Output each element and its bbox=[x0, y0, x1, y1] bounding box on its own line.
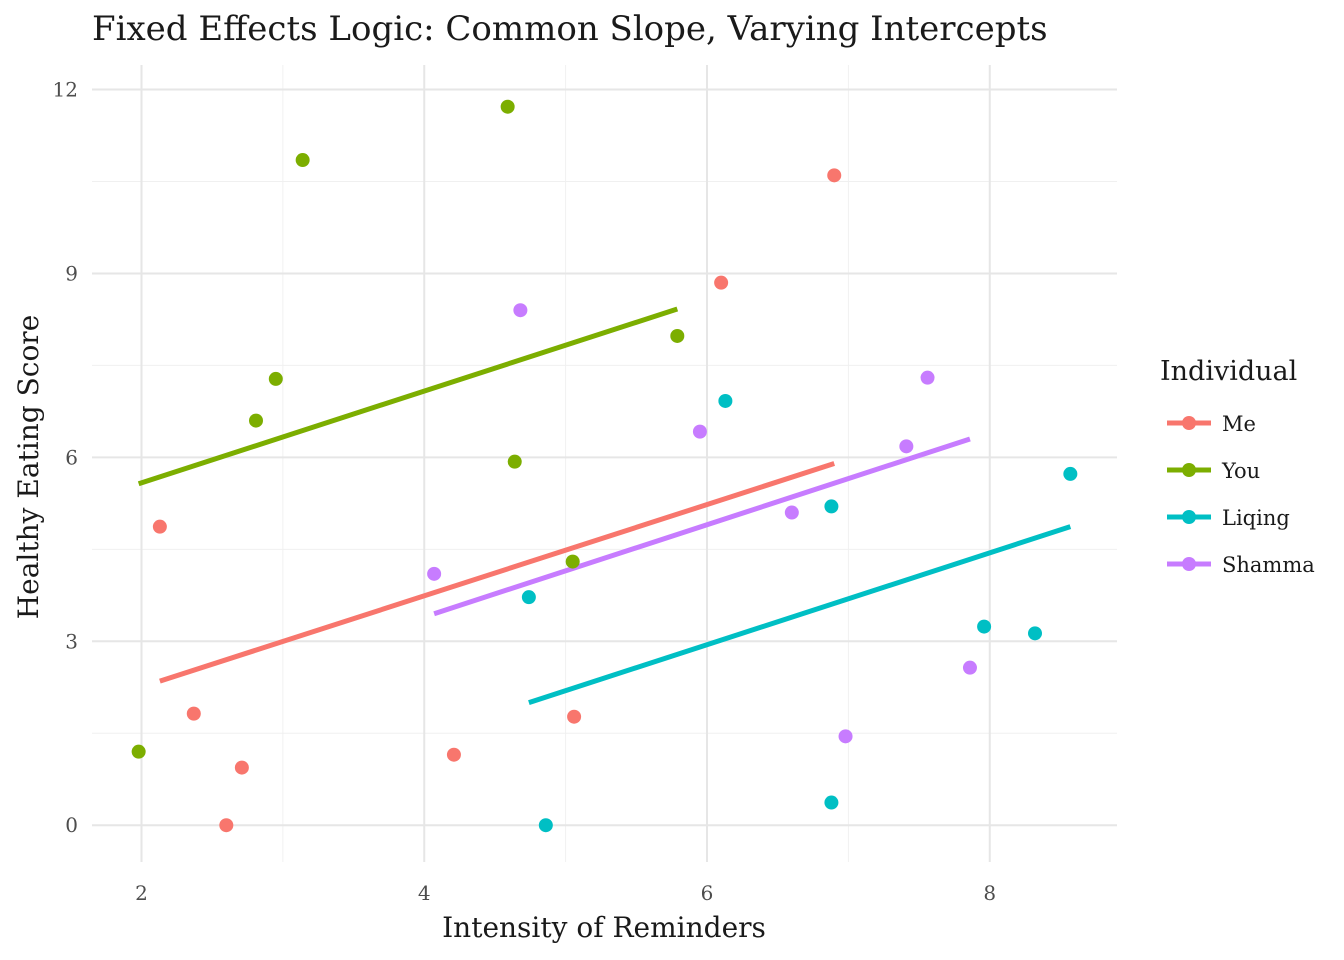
point-shamma bbox=[838, 729, 853, 744]
x-tick-label: 2 bbox=[135, 881, 148, 905]
x-tick-label: 4 bbox=[418, 881, 431, 905]
point-shamma bbox=[920, 370, 935, 385]
fit-line-liqing bbox=[528, 524, 1072, 705]
legend-key-point-liqing bbox=[1182, 510, 1196, 524]
point-me bbox=[567, 709, 582, 724]
point-shamma bbox=[784, 505, 799, 520]
point-shamma bbox=[692, 424, 707, 439]
point-you bbox=[268, 371, 283, 386]
fit-line-me bbox=[159, 461, 836, 684]
point-you bbox=[295, 153, 310, 168]
point-me bbox=[186, 706, 201, 721]
point-liqing bbox=[977, 619, 992, 634]
y-tick-label: 6 bbox=[65, 445, 78, 469]
y-tick-label: 9 bbox=[65, 261, 78, 285]
point-you bbox=[131, 744, 146, 759]
legend-item-you: You bbox=[1167, 459, 1260, 483]
point-liqing bbox=[1063, 466, 1078, 481]
point-liqing bbox=[521, 590, 536, 605]
x-tick-label: 8 bbox=[983, 881, 996, 905]
legend-item-liqing: Liqing bbox=[1167, 506, 1290, 530]
legend-label-shamma: Shamma bbox=[1222, 553, 1315, 577]
point-shamma bbox=[513, 303, 528, 318]
fit-line-you bbox=[137, 306, 679, 487]
point-shamma bbox=[899, 439, 914, 454]
legend-title: Individual bbox=[1160, 356, 1297, 387]
y-tick-label: 3 bbox=[65, 629, 78, 653]
point-you bbox=[565, 554, 580, 569]
chart-title: Fixed Effects Logic: Common Slope, Varyi… bbox=[92, 9, 1048, 49]
point-liqing bbox=[538, 818, 553, 833]
legend: Individual Me You Liqing Shamma bbox=[1160, 356, 1315, 577]
point-me bbox=[446, 747, 461, 762]
legend-key-point-me bbox=[1182, 416, 1196, 430]
point-me bbox=[827, 168, 842, 183]
legend-label-you: You bbox=[1221, 459, 1260, 483]
legend-label-me: Me bbox=[1222, 412, 1256, 436]
point-liqing bbox=[718, 393, 733, 408]
point-you bbox=[500, 99, 515, 114]
point-me bbox=[219, 818, 234, 833]
legend-key-point-shamma bbox=[1182, 557, 1196, 571]
y-tick-label: 0 bbox=[65, 813, 78, 837]
fit-line-shamma bbox=[433, 436, 971, 617]
point-you bbox=[670, 328, 685, 343]
point-you bbox=[507, 454, 522, 469]
legend-item-me: Me bbox=[1167, 412, 1256, 436]
legend-label-liqing: Liqing bbox=[1222, 506, 1290, 530]
point-me bbox=[234, 760, 249, 775]
point-liqing bbox=[824, 795, 839, 810]
point-liqing bbox=[1028, 626, 1042, 641]
legend-item-shamma: Shamma bbox=[1167, 553, 1315, 577]
y-axis-title: Healthy Eating Score bbox=[12, 315, 45, 620]
x-axis-title: Intensity of Reminders bbox=[442, 911, 766, 944]
y-tick-label: 12 bbox=[53, 78, 78, 102]
plot-area: 2 4 6 8 0 3 6 9 12 bbox=[53, 65, 1117, 905]
point-me bbox=[714, 275, 729, 290]
point-you bbox=[249, 413, 263, 428]
point-shamma bbox=[427, 566, 442, 581]
point-liqing bbox=[824, 499, 839, 514]
x-tick-label: 6 bbox=[701, 881, 714, 905]
point-shamma bbox=[962, 660, 977, 675]
point-me bbox=[152, 519, 167, 534]
legend-key-point-you bbox=[1182, 463, 1196, 477]
